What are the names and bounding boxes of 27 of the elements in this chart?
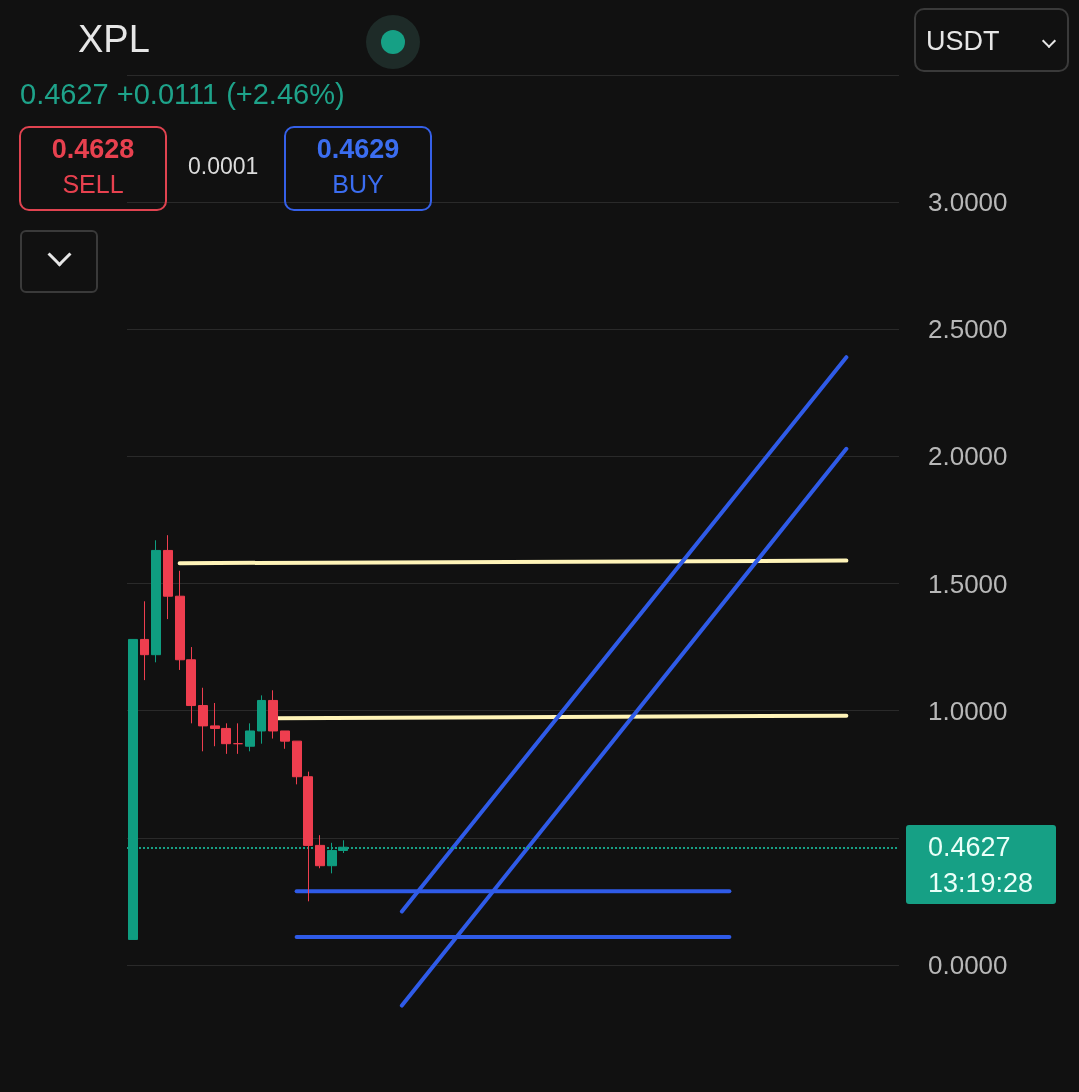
annotation: BUY: [331, 170, 385, 199]
candlestick: [198, 687, 208, 752]
candlestick: [140, 600, 149, 681]
candlestick: [245, 722, 255, 752]
candlestick: [315, 834, 325, 869]
candlestick: [151, 539, 161, 663]
buy-button: 0.4629 BUY: [284, 126, 432, 211]
annotation: 0.4629: [315, 134, 401, 165]
candlestick: [233, 722, 243, 755]
y-tick-label: 1.0000: [928, 695, 1008, 726]
y-tick-label: 3.0000: [928, 187, 1008, 218]
currency-dropdown: USDT: [914, 8, 1069, 72]
candlestick: [257, 694, 266, 745]
annotation: 0.4627 +0.0111 (+2.46%): [20, 78, 345, 111]
candlestick: [280, 730, 290, 750]
y-tick-label: 1.5000: [928, 568, 1008, 599]
annotation: 0.0001: [188, 153, 259, 180]
chart-title: XPL: [78, 18, 150, 61]
annotation: 0.4628: [50, 134, 136, 165]
y-tick-label: 2.0000: [928, 441, 1008, 472]
price-tag: 0.4627 13:19:28: [906, 825, 1056, 905]
ref-line-label: 0.4627: [928, 832, 1011, 864]
candlestick: [163, 534, 173, 620]
candlestick: [268, 689, 278, 740]
sell-button: 0.4628 SELL: [19, 126, 167, 211]
y-tick-label: 0.0000: [928, 949, 1008, 980]
y-tick-label: 2.5000: [928, 314, 1008, 345]
